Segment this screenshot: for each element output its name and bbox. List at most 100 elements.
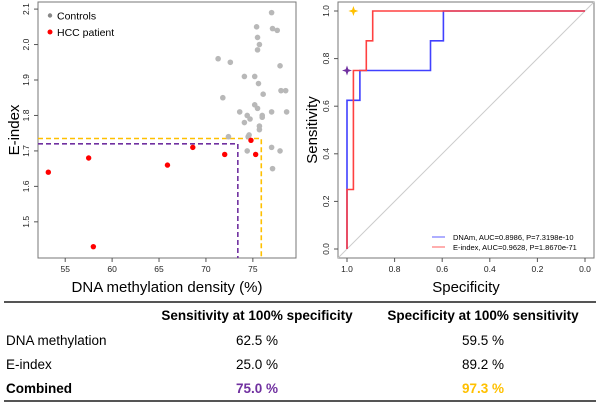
table-header-row: Sensitivity at 100% specificity Specific…	[4, 302, 596, 328]
control-point	[225, 133, 232, 140]
roc-x-tick-label: 0.0	[579, 264, 591, 274]
control-point	[259, 114, 266, 121]
hcc-point	[164, 162, 171, 168]
roc-y-tick-label: 0.8	[321, 52, 331, 64]
roc-x-tick-label: 1.0	[341, 264, 353, 274]
purple-star-marker	[342, 65, 352, 76]
sensitivity-value: 62.5 %	[235, 332, 279, 348]
control-point	[256, 126, 263, 133]
control-point	[254, 34, 261, 41]
y-tick-label: 1.6	[21, 180, 31, 192]
table-header-sensitivity: Sensitivity at 100% specificity	[161, 308, 353, 323]
control-point	[241, 119, 248, 126]
specificity-value: 59.5 %	[461, 332, 505, 348]
y-tick-label: 1.8	[21, 109, 31, 121]
control-point	[277, 148, 283, 154]
control-point	[277, 63, 283, 69]
x-tick-label: 60	[107, 264, 117, 274]
roc-y-axis-title: Sensitivity	[304, 96, 321, 164]
table-header-empty	[4, 302, 144, 328]
x-tick-label: 55	[60, 264, 70, 274]
roc-y-tick-label: 0.4	[321, 148, 331, 160]
sensitivity-value: 75.0 %	[235, 380, 279, 396]
y-tick-label: 1.5	[21, 216, 31, 228]
hcc-point	[221, 151, 228, 158]
yellow-threshold-line	[38, 137, 263, 258]
legend-label-controls: Controls	[57, 11, 96, 23]
hcc-point	[90, 243, 97, 250]
control-point	[268, 144, 275, 151]
specificity-value: 89.2 %	[461, 356, 505, 372]
control-point	[274, 27, 281, 34]
roc-x-tick-label: 0.8	[389, 264, 401, 274]
x-tick-label: 70	[201, 264, 211, 274]
x-tick-label: 75	[248, 264, 258, 274]
x-tick-label: 65	[154, 264, 164, 274]
roc-legend-label-dnam: DNAm, AUC=0.8986, P=7.3198e-10	[453, 233, 574, 242]
control-point	[283, 109, 290, 115]
legend-marker-hcc	[47, 29, 53, 35]
control-point	[236, 109, 243, 115]
control-point	[220, 94, 226, 101]
control-point	[241, 73, 248, 80]
roc-x-axis-title: Specificity	[432, 279, 500, 296]
hcc-point	[45, 169, 52, 175]
roc-reference-diagonal	[337, 1, 595, 259]
roc-y-tick-label: 0.6	[321, 100, 331, 112]
roc-y-tick-label: 1.0	[321, 5, 331, 17]
roc-frame	[337, 1, 595, 259]
table-row: Combined 75.0 % 97.3 %	[4, 376, 596, 401]
roc-plot: 1.0 0.8 0.6 0.4 0.2 0.0 0.0 0.2 0.4 0.6 0.8 1.0 DN…	[304, 1, 595, 296]
results-table: Sensitivity at 100% specificity Specific…	[4, 301, 596, 402]
y-tick-label: 2.1	[21, 3, 31, 15]
hcc-point	[85, 155, 92, 161]
y-tick-label: 1.9	[21, 74, 31, 86]
y-axis-title: E-index	[6, 104, 23, 155]
table-row: DNA methylation 62.5 % 59.5 %	[4, 328, 596, 352]
row-label: DNA methylation	[6, 332, 107, 348]
specificity-value: 97.3 %	[461, 380, 505, 396]
y-tick-label: 1.7	[21, 145, 31, 157]
control-point	[268, 109, 275, 115]
control-point	[247, 116, 253, 122]
control-point	[251, 73, 258, 80]
control-point	[227, 59, 234, 66]
control-point	[260, 91, 266, 97]
control-point	[255, 80, 262, 87]
control-point	[253, 24, 260, 30]
control-point	[269, 25, 276, 32]
roc-legend-label-eindex: E-index, AUC=0.9628, P=1.8670e-71	[453, 243, 577, 252]
scatter-frame	[37, 1, 297, 259]
control-point	[268, 9, 275, 16]
roc-x-tick-label: 0.6	[436, 264, 448, 274]
control-point	[244, 148, 251, 154]
y-tick-label: 2.0	[21, 38, 31, 50]
roc-y-tick-label: 0.0	[321, 243, 331, 255]
control-point	[246, 132, 252, 138]
roc-y-tick-label: 0.2	[321, 195, 331, 207]
roc-curve-eindex	[346, 10, 585, 249]
control-point	[215, 55, 221, 62]
legend-label-hcc: HCC patient	[57, 27, 114, 39]
control-point	[254, 105, 261, 112]
hcc-point	[190, 144, 196, 151]
table-row: E-index 25.0 % 89.2 %	[4, 352, 596, 376]
control-point	[269, 165, 276, 172]
x-axis-title: DNA methylation density (%)	[72, 279, 263, 296]
sensitivity-value: 25.0 %	[235, 356, 279, 372]
control-point	[254, 47, 261, 53]
scatter-plot: 55 60 65 70 75 1.5 1.6 1.7 1.8 1.9 2.0 2.1 Control…	[6, 1, 297, 296]
yellow-star-marker	[348, 6, 359, 16]
control-point	[256, 41, 263, 48]
control-point	[282, 87, 289, 94]
control-point	[278, 87, 284, 94]
roc-x-tick-label: 0.4	[484, 264, 496, 274]
roc-x-tick-label: 0.2	[531, 264, 543, 274]
hcc-point	[248, 137, 254, 143]
purple-threshold-line	[38, 143, 239, 258]
table-header-specificity: Specificity at 100% sensitivity	[387, 308, 579, 323]
roc-curve-dnam	[346, 10, 585, 249]
legend-marker-controls	[47, 13, 53, 18]
hcc-point	[252, 151, 259, 158]
row-label: Combined	[6, 380, 72, 396]
